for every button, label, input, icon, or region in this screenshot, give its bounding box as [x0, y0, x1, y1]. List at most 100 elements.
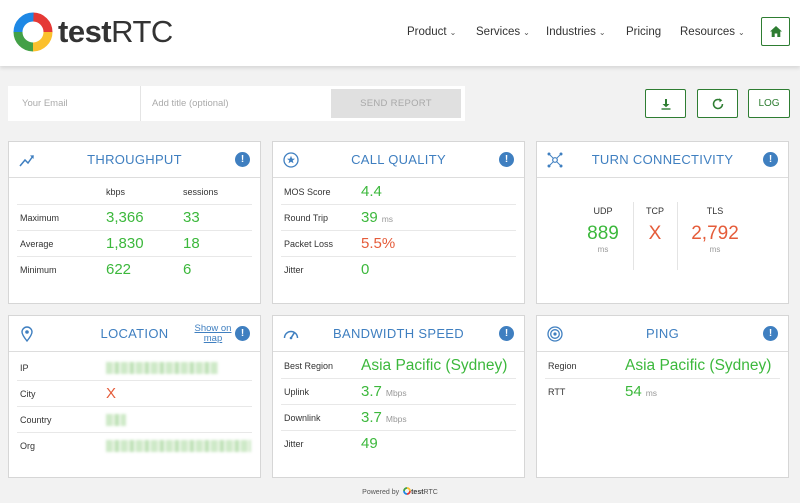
nav-services-label: Services: [476, 26, 521, 38]
value-text: 54: [625, 383, 642, 400]
row-label: Country: [20, 415, 52, 425]
tls-unit: ms: [709, 245, 721, 254]
nav-pricing[interactable]: Pricing: [626, 24, 661, 40]
info-icon[interactable]: !: [235, 152, 250, 167]
kbps-value: 1,830: [106, 235, 144, 252]
kbps-header: kbps: [106, 187, 126, 197]
mos-value: 4.4: [361, 183, 382, 201]
value-text: 4.4: [361, 183, 382, 200]
footer-brand-rest: RTC: [423, 489, 438, 496]
tcp-label: TCP: [646, 206, 664, 216]
kbps-value: 3,366: [106, 209, 144, 226]
nav-resources[interactable]: Resources ⌄: [680, 24, 745, 41]
nav-industries[interactable]: Industries ⌄: [546, 24, 606, 41]
row-label: Packet Loss: [284, 239, 334, 249]
show-on-map-link[interactable]: Show on map: [194, 323, 232, 344]
table-row: Jitter 0: [281, 257, 516, 283]
unit-text: ms: [381, 214, 394, 224]
packet-loss-value: 5.5%: [361, 235, 395, 253]
ping-header: PING !: [537, 316, 788, 352]
uplink-value: 3.7 Mbps: [361, 383, 407, 402]
email-input[interactable]: [8, 86, 141, 121]
best-region-value: Asia Pacific (Sydney): [361, 357, 508, 374]
send-report-button[interactable]: SEND REPORT: [331, 89, 461, 118]
city-value: X: [106, 385, 117, 402]
map-pin-icon: [21, 326, 33, 343]
bandwidth-title: BANDWIDTH SPEED: [333, 326, 464, 341]
column-divider: [677, 202, 678, 270]
info-icon[interactable]: !: [235, 326, 250, 341]
downlink-value: 3.7 Mbps: [361, 409, 407, 428]
refresh-button[interactable]: [697, 89, 738, 118]
report-title-input[interactable]: [142, 86, 330, 121]
round-trip-value: 39 ms: [361, 209, 393, 228]
row-label: RTT: [548, 387, 566, 397]
call-quality-header: CALL QUALITY !: [273, 142, 524, 178]
network-nodes-icon: [547, 152, 563, 168]
testrtc-logo[interactable]: testRTC: [11, 10, 173, 54]
log-button[interactable]: LOG: [748, 89, 790, 118]
target-icon: [547, 326, 563, 342]
row-label: Region: [548, 361, 577, 371]
mini-logo-icon: [403, 487, 411, 495]
row-label: Uplink: [284, 387, 310, 397]
info-icon[interactable]: !: [763, 326, 778, 341]
table-row: Best Region Asia Pacific (Sydney): [281, 353, 516, 379]
row-label: Jitter: [284, 265, 304, 275]
location-title: LOCATION: [100, 326, 169, 341]
logo-text: testRTC: [58, 14, 173, 50]
sessions-value: 6: [183, 261, 192, 278]
ping-card: PING ! Region Asia Pacific (Sydney) RTT …: [536, 315, 789, 478]
throughput-title: THROUGHPUT: [87, 152, 182, 167]
call-quality-card: CALL QUALITY ! MOS Score 4.4 Round Trip …: [272, 141, 525, 304]
main-nav: Product ⌄ Services ⌄ Industries ⌄ Pricing R…: [0, 24, 800, 42]
row-label: Maximum: [20, 213, 60, 223]
info-icon[interactable]: !: [499, 326, 514, 341]
location-card: LOCATION Show on map ! IP City X Country…: [8, 315, 261, 478]
chevron-down-icon: ⌄: [523, 28, 530, 37]
rtt-value: 54 ms: [625, 383, 657, 402]
home-icon: [769, 26, 782, 37]
row-label: IP: [20, 363, 29, 373]
kbps-value: 622: [106, 261, 132, 278]
nav-services[interactable]: Services ⌄: [476, 24, 530, 41]
table-row: Minimum 622 6: [17, 257, 252, 283]
table-row: Downlink 3.7 Mbps: [281, 405, 516, 431]
row-label: Downlink: [284, 413, 321, 423]
table-row: Region Asia Pacific (Sydney): [545, 353, 780, 379]
speedometer-icon: [283, 330, 299, 340]
refresh-icon: [712, 97, 723, 109]
jitter-value: 49: [361, 435, 378, 452]
udp-label: UDP: [593, 206, 613, 216]
table-row: Jitter 49: [281, 431, 516, 457]
log-button-label: LOG: [758, 98, 780, 109]
tcp-column: TCP X: [625, 206, 685, 245]
chevron-down-icon: ⌄: [737, 28, 745, 37]
value-text: 3.7: [361, 383, 382, 400]
redacted-org-value: [106, 440, 251, 452]
value-text: 5.5%: [361, 235, 396, 252]
bandwidth-header: BANDWIDTH SPEED !: [273, 316, 524, 352]
udp-value: 889: [587, 223, 619, 244]
unit-text: Mbps: [385, 388, 407, 398]
powered-by-footer: Powered by testRTC: [0, 487, 800, 498]
unit-text: ms: [645, 388, 658, 398]
row-label: Round Trip: [284, 213, 329, 223]
value-text: 3.7: [361, 409, 382, 426]
row-label: Minimum: [20, 265, 57, 275]
nav-resources-label: Resources: [680, 26, 735, 38]
table-row: RTT 54 ms: [545, 379, 780, 405]
nav-pricing-label: Pricing: [626, 26, 662, 38]
redacted-ip-value: [106, 362, 218, 374]
nav-product[interactable]: Product ⌄: [407, 24, 456, 41]
footer-brand-bold: test: [411, 489, 424, 496]
nav-industries-label: Industries: [546, 26, 596, 38]
table-row: Maximum 3,366 33: [17, 205, 252, 231]
tls-column: TLS 2,792 ms: [685, 206, 745, 255]
home-button[interactable]: [761, 17, 790, 46]
info-icon[interactable]: !: [763, 152, 778, 167]
download-button[interactable]: [645, 89, 686, 118]
table-row: Uplink 3.7 Mbps: [281, 379, 516, 405]
column-divider: [633, 202, 634, 270]
info-icon[interactable]: !: [499, 152, 514, 167]
